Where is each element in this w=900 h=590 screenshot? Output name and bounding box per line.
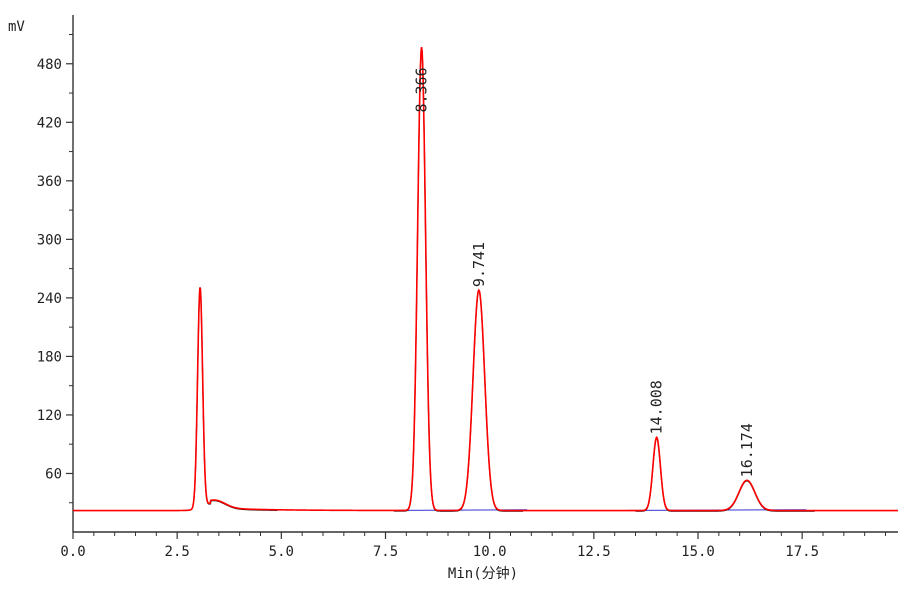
- y-tick-label: 60: [45, 466, 62, 482]
- x-axis-ticks: 0.0 2.5 5.0 7.5 10.0 12.5 15.0 17.5: [60, 532, 886, 560]
- x-tick-label: 7.5: [373, 544, 398, 560]
- x-tick-label: 5.0: [269, 544, 294, 560]
- x-tick-label: 2.5: [165, 544, 190, 560]
- y-tick-label: 120: [37, 408, 62, 424]
- x-tick-label: 10.0: [473, 544, 507, 560]
- x-tick-label: 0.0: [60, 544, 85, 560]
- peak-retention-label: 14.008: [648, 380, 666, 434]
- y-axis-ticks: 60 120 180 240 300 360 420 480: [37, 34, 73, 504]
- x-tick-label: 15.0: [681, 544, 715, 560]
- signal-trace-line: [73, 47, 898, 512]
- peak-labels: 8.366 9.741 14.008 16.174: [413, 67, 756, 477]
- y-tick-label: 420: [37, 115, 62, 131]
- peak-retention-label: 8.366: [413, 67, 431, 112]
- y-tick-label: 240: [37, 291, 62, 307]
- overlay-trace-line: [193, 47, 815, 512]
- x-tick-label: 17.5: [785, 544, 819, 560]
- y-axis-title: mV: [8, 19, 25, 35]
- peak-retention-label: 9.741: [470, 242, 488, 287]
- y-tick-label: 480: [37, 57, 62, 73]
- y-tick-label: 180: [37, 349, 62, 365]
- y-tick-label: 360: [37, 174, 62, 190]
- y-tick-label: 300: [37, 232, 62, 248]
- peak-retention-label: 16.174: [738, 423, 756, 477]
- x-axis-title: Min(分钟): [448, 565, 518, 582]
- x-tick-label: 12.5: [577, 544, 611, 560]
